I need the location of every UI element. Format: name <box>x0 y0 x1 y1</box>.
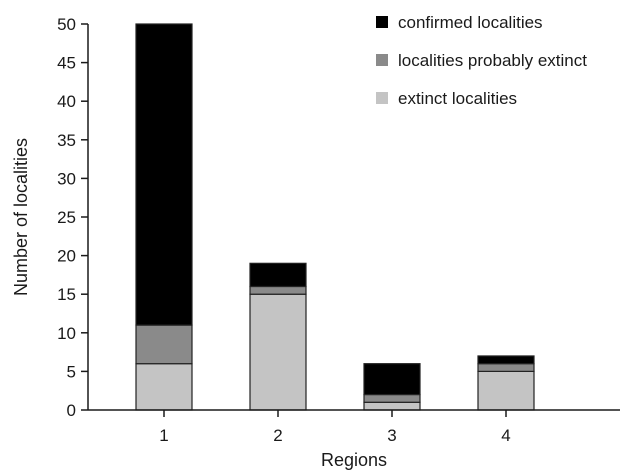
bar-region-4-series-1 <box>477 363 535 372</box>
x-tick-label: 3 <box>387 426 396 445</box>
bar-region-1-series-1 <box>135 324 193 365</box>
y-tick-label: 25 <box>57 208 76 227</box>
legend-label: localities probably extinct <box>398 51 587 70</box>
y-tick-label: 15 <box>57 285 76 304</box>
legend-swatch <box>376 92 388 104</box>
x-tick-label: 2 <box>273 426 282 445</box>
legend-label: confirmed localities <box>398 13 543 32</box>
bars <box>135 23 535 411</box>
bar-region-3-series-2 <box>363 363 421 396</box>
bar-region-4-series-2 <box>477 355 535 365</box>
y-tick-label: 45 <box>57 54 76 73</box>
legend: confirmed localities localities probably … <box>376 13 587 108</box>
y-ticks: 0 5 10 15 20 25 30 35 40 45 50 <box>57 15 88 420</box>
legend-swatch <box>376 16 388 28</box>
y-tick-label: 5 <box>67 362 76 381</box>
bar-region-1-series-0 <box>135 363 193 411</box>
x-tick-label: 1 <box>159 426 168 445</box>
bar-region-3-series-1 <box>363 393 421 403</box>
legend-label: extinct localities <box>398 89 517 108</box>
y-tick-label: 40 <box>57 92 76 111</box>
x-ticks: 1 2 3 4 <box>159 410 511 445</box>
bar-region-2-series-1 <box>249 285 307 295</box>
y-tick-label: 50 <box>57 15 76 34</box>
bar-region-2-series-2 <box>249 262 307 288</box>
bar-region-3-series-0 <box>363 401 421 411</box>
y-axis-title: Number of localities <box>11 138 31 296</box>
legend-swatch <box>376 54 388 66</box>
x-axis-title: Regions <box>321 450 387 470</box>
y-tick-label: 20 <box>57 247 76 266</box>
y-tick-label: 30 <box>57 169 76 188</box>
bar-region-4-series-0 <box>477 370 535 411</box>
bar-region-2-series-0 <box>249 293 307 411</box>
y-tick-label: 10 <box>57 324 76 343</box>
y-tick-label: 0 <box>67 401 76 420</box>
y-tick-label: 35 <box>57 131 76 150</box>
x-tick-label: 4 <box>501 426 510 445</box>
bar-region-1-series-2 <box>135 23 193 326</box>
